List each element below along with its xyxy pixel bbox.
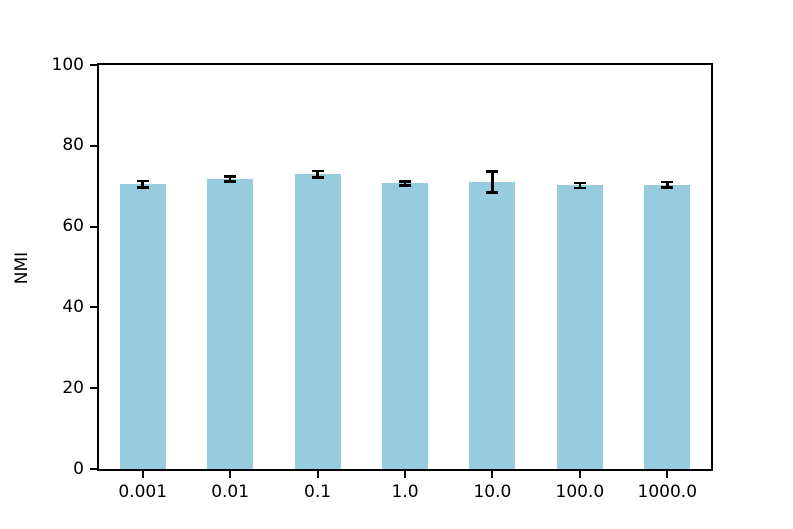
bar [207, 178, 254, 469]
y-tick-label: 100 [51, 54, 84, 75]
y-tick-label: 80 [62, 135, 84, 156]
error-bar-cap [311, 169, 324, 173]
x-tick-label: 0.001 [118, 482, 168, 502]
x-tick-mark [578, 471, 581, 478]
error-bar-cap [136, 186, 149, 189]
error-bar-cap [486, 170, 499, 173]
error-bar-cap [224, 180, 237, 183]
x-tick-mark [491, 471, 494, 478]
x-tick-label: 100.0 [555, 482, 605, 502]
error-bar-cap [573, 181, 586, 185]
x-tick-mark [229, 471, 232, 478]
x-tick-mark [666, 471, 669, 478]
error-bar [316, 169, 319, 179]
y-tick-label: 40 [62, 296, 84, 317]
error-bar [403, 180, 407, 187]
error-bar-cap [661, 186, 674, 189]
error-bar [578, 181, 582, 190]
x-tick-label: 10.0 [473, 482, 512, 502]
y-tick-mark [90, 306, 97, 309]
x-tick-mark [404, 471, 406, 478]
error-bar [228, 175, 232, 183]
y-tick-label: 0 [73, 458, 84, 479]
error-bar-cap [399, 180, 411, 183]
error-bar [141, 179, 144, 189]
error-bar-cap [486, 191, 499, 194]
y-tick-mark [90, 387, 97, 390]
error-bar [666, 180, 669, 189]
error-bar-cap [573, 186, 586, 190]
y-tick-mark [90, 225, 97, 228]
error-bar-cap [224, 175, 237, 178]
error-bar-cap [399, 184, 411, 187]
error-bar-cap [136, 179, 149, 183]
y-tick-label: 20 [62, 377, 84, 398]
error-bar [491, 170, 494, 194]
bar [644, 184, 691, 469]
bar [119, 184, 166, 469]
x-tick-label: 1000.0 [637, 482, 698, 502]
bar [556, 185, 603, 469]
bar [382, 183, 428, 469]
y-tick-mark [90, 64, 97, 66]
x-tick-label: 1.0 [391, 482, 419, 502]
y-tick-mark [90, 144, 97, 147]
error-bar-cap [311, 176, 324, 179]
y-tick-label: 60 [62, 216, 84, 237]
bar [294, 174, 341, 469]
plot-area [97, 63, 713, 471]
x-tick-label: 0.1 [304, 482, 332, 502]
y-axis-title: NMI [12, 251, 32, 285]
x-tick-mark [141, 471, 144, 478]
x-tick-mark [316, 471, 319, 478]
bar [469, 182, 516, 469]
y-tick-mark [90, 468, 97, 470]
x-tick-label: 0.01 [211, 482, 250, 502]
error-bar-cap [661, 180, 674, 184]
